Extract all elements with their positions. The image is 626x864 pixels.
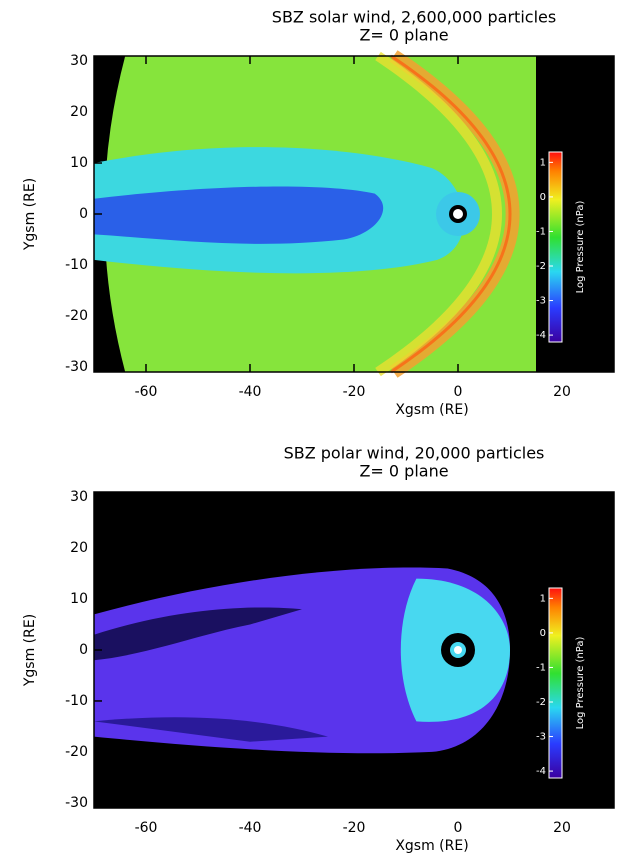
colorbar-tick-label: 0: [540, 192, 546, 203]
x-tick-label: -60: [135, 384, 158, 400]
x-tick-label: 20: [553, 384, 571, 400]
chart-title: SBZ polar wind, 20,000 particles: [284, 444, 545, 463]
chart-subtitle: Z= 0 plane: [359, 462, 448, 481]
colorbar-tick-label: -2: [536, 261, 546, 272]
y-tick-label: -30: [65, 795, 88, 811]
colorbar-tick-label: -3: [536, 732, 546, 743]
field-region: [94, 717, 328, 742]
y-axis-label: Ygsm (RE): [22, 614, 38, 687]
x-axis-label: Xgsm (RE): [395, 402, 468, 418]
x-tick-label: -20: [343, 820, 366, 836]
x-tick-label: -40: [239, 820, 262, 836]
y-tick-label: -30: [65, 359, 88, 375]
colorbar-tick-label: 0: [540, 628, 546, 639]
field-region: [375, 51, 503, 377]
y-tick-label: 30: [70, 489, 88, 505]
y-tick-label: 0: [79, 642, 88, 658]
colorbar-tick-label: 1: [540, 593, 546, 604]
y-tick-label: -20: [65, 308, 88, 324]
colorbar: [548, 587, 563, 779]
colorbar: [548, 151, 563, 343]
x-tick-label: 0: [454, 820, 463, 836]
colorbar-label: Log Pressure (nPa): [575, 637, 586, 730]
y-tick-label: 20: [70, 540, 88, 556]
colorbar-label: Log Pressure (nPa): [575, 201, 586, 294]
y-tick-label: 10: [70, 155, 88, 171]
y-tick-label: -10: [65, 693, 88, 709]
colorbar-tick-label: -2: [536, 697, 546, 708]
colorbar-tick-label: -1: [536, 662, 546, 673]
y-tick-label: -20: [65, 744, 88, 760]
y-axis-label: Ygsm (RE): [22, 178, 38, 251]
plot-1: [94, 492, 614, 808]
colorbar-tick-label: 1: [540, 157, 546, 168]
y-tick-label: 30: [70, 53, 88, 69]
x-tick-label: 20: [553, 820, 571, 836]
plot-0: [94, 50, 614, 378]
x-tick-label: -20: [343, 384, 366, 400]
earth-region: [453, 209, 463, 219]
field-region: [389, 50, 520, 378]
x-tick-label: -40: [239, 384, 262, 400]
y-tick-label: 20: [70, 104, 88, 120]
colorbar-tick-label: -3: [536, 296, 546, 307]
x-axis-label: Xgsm (RE): [395, 838, 468, 854]
field-region: [94, 186, 384, 244]
y-tick-label: 10: [70, 591, 88, 607]
y-tick-label: 0: [79, 206, 88, 222]
y-tick-label: -10: [65, 257, 88, 273]
colorbar-tick-label: -4: [536, 330, 546, 341]
field-region: [390, 54, 512, 374]
x-tick-label: -60: [135, 820, 158, 836]
colorbar-tick-label: -1: [536, 226, 546, 237]
colorbar-tick-label: -4: [536, 766, 546, 777]
field-region: [94, 607, 302, 661]
x-tick-label: 0: [454, 384, 463, 400]
chart-subtitle: Z= 0 plane: [359, 26, 448, 45]
earth-region: [454, 646, 462, 654]
chart-title: SBZ solar wind, 2,600,000 particles: [272, 8, 556, 27]
